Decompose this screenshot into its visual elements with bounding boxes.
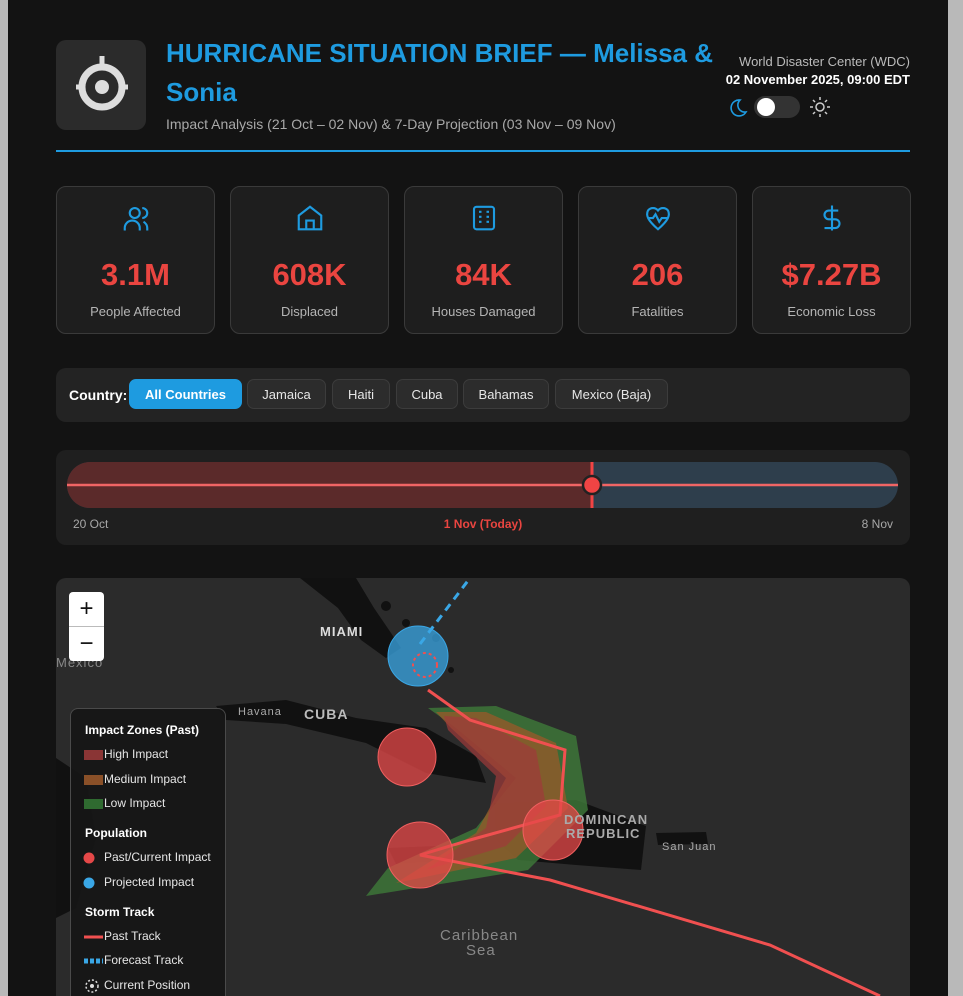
kpi-card: 3.1M People Affected [56, 186, 215, 334]
map-label: MIAMI [320, 624, 363, 639]
legend-swatch [84, 774, 103, 785]
country-button[interactable]: Mexico (Baja) [555, 379, 668, 409]
kpi-label: Houses Damaged [431, 304, 536, 319]
legend-swatch [84, 750, 103, 760]
legend-swatch [84, 958, 103, 964]
kpi-card: 206 Fatalities [578, 186, 737, 334]
country-button[interactable]: Cuba [396, 379, 458, 409]
legend: Impact Zones (Past) High Impact Medium Imp… [70, 708, 226, 996]
legend-title: Impact Zones (Past) [85, 723, 200, 737]
kpi-icon [297, 205, 323, 231]
zoom-out[interactable]: − [69, 627, 104, 661]
legend-swatch [84, 935, 103, 938]
past-track [419, 688, 881, 996]
kpi-icon [472, 205, 496, 231]
map-label: Caribbean [440, 927, 518, 944]
logo-icon [76, 56, 128, 111]
map-label: REPUBLIC [566, 826, 640, 841]
kpi-icon [646, 206, 670, 231]
legend-item: Past Track [104, 928, 161, 943]
legend-swatch [83, 852, 95, 864]
title: HURRICANE SITUATION BRIEF — Melissa & So… [166, 38, 714, 107]
legend-item: Low Impact [104, 796, 166, 811]
legend-swatch [84, 799, 103, 810]
legend-item: Current Position [104, 977, 191, 992]
kpi-label: Economic Loss [787, 304, 876, 319]
legend-item: Forecast Track [104, 953, 184, 968]
legend-item: High Impact [104, 747, 169, 761]
kpi-value: 84K [455, 257, 512, 292]
dashboard: HURRICANE SITUATION BRIEF — Melissa & So… [8, 0, 948, 996]
kpi-value: 206 [631, 257, 684, 292]
timeline-start: 20 Oct [73, 517, 109, 531]
divider [56, 150, 910, 152]
map-label: Sea [466, 942, 496, 959]
kpi-value: 3.1M [101, 257, 170, 292]
timeline: 20 Oct 1 Nov (Today) 8 Nov [56, 450, 910, 545]
organization: World Disaster Center (WDC) [739, 54, 910, 69]
filter-label: Country: [69, 387, 128, 403]
legend-swatch [85, 979, 99, 993]
country-button[interactable]: Jamaica [247, 379, 326, 409]
kpi-label: Displaced [280, 304, 339, 319]
country-button[interactable]: Haiti [332, 379, 390, 409]
kpi-value: 608K [272, 257, 347, 292]
kpi-label: People Affected [90, 304, 181, 319]
map-label: Havana [238, 706, 282, 718]
country-button[interactable]: Bahamas [463, 379, 549, 409]
kpi-value: $7.27B [781, 257, 882, 292]
kpi-icon [823, 205, 841, 231]
country-filter: Country: All Countries Jamaica Haiti Cuba Ba… [56, 368, 910, 422]
kpi-label: Fatalities [631, 304, 684, 319]
map[interactable]: MIAMI Havana CUBA DOMINICAN REPUBLIC San Juan… [56, 578, 910, 996]
country-button[interactable]: All Countries [129, 379, 242, 409]
map-label: San Juan [662, 841, 716, 853]
map-label: DOMINICAN [564, 812, 648, 827]
kpi-card: 84K Houses Damaged [404, 186, 563, 334]
population-circles [377, 625, 584, 889]
kpi-card: $7.27B Economic Loss [752, 186, 911, 334]
timeline-track[interactable] [56, 450, 910, 510]
timeline-end: 8 Nov [861, 517, 893, 531]
legend-item: Past/Current Impact [104, 850, 211, 865]
legend-item: Medium Impact [104, 771, 187, 786]
map-label: CUBA [304, 706, 348, 722]
timestamp: 02 November 2025, 09:00 EDT [725, 72, 910, 87]
kpi-card: 608K Displaced [230, 186, 389, 334]
subtitle: Impact Analysis (21 Oct – 02 Nov) & 7-Da… [166, 116, 616, 132]
zoom-in[interactable]: + [69, 592, 104, 627]
legend-title: Storm Track [85, 904, 155, 919]
theme-toggle[interactable] [724, 94, 834, 120]
kpi-icon [123, 206, 149, 231]
timeline-today: 1 Nov (Today) [443, 517, 523, 531]
legend-swatch [83, 877, 95, 889]
logo [56, 40, 146, 130]
legend-item: Projected Impact [104, 874, 195, 889]
legend-title: Population [85, 826, 147, 841]
